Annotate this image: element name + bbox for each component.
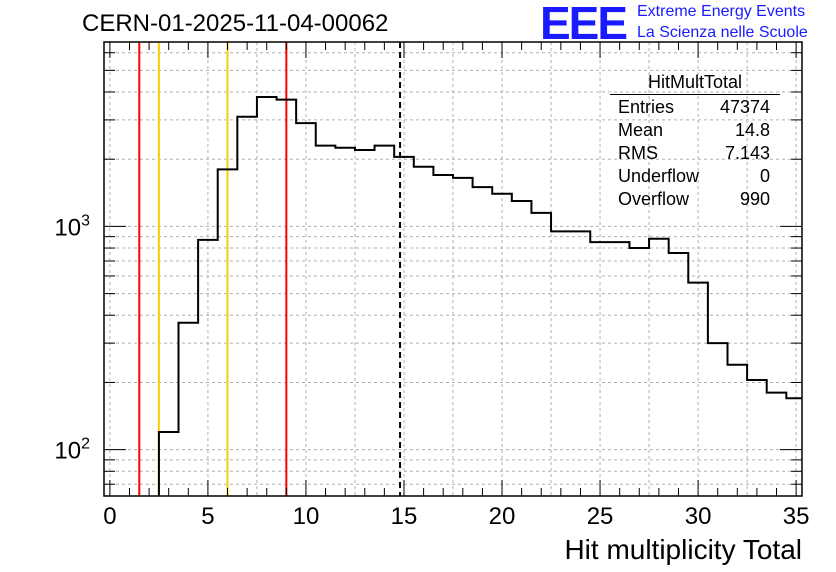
stats-value: 47374 — [719, 97, 770, 117]
stats-value: 7.143 — [724, 143, 770, 163]
histogram-line — [157, 95, 802, 496]
stats-row-entries: Entries 47374 — [610, 96, 780, 119]
stats-row-overflow: Overflow 990 — [610, 188, 780, 211]
axes — [103, 41, 803, 497]
grid-lines — [104, 42, 802, 496]
x-tick-label: 20 — [489, 503, 516, 530]
marker-lines — [138, 42, 402, 496]
x-tick-label: 35 — [783, 503, 810, 530]
stats-value: 0 — [759, 166, 770, 186]
logo-line-1: Extreme Energy Events — [637, 3, 806, 20]
stats-label: Mean — [618, 120, 664, 140]
tick-marks — [104, 42, 802, 496]
eee-logo: EEE — [540, 0, 628, 49]
y-tick-label: 103 — [54, 212, 90, 241]
stats-box: HitMultTotal Entries 47374 Mean 14.8 RMS… — [610, 72, 780, 211]
histogram-series — [157, 95, 802, 496]
stats-title: HitMultTotal — [610, 72, 780, 95]
x-tick-label: 10 — [293, 503, 320, 530]
stats-label: RMS — [618, 143, 658, 163]
x-tick-label: 0 — [103, 503, 116, 530]
tick-labels: 0 5 10 15 20 25 30 35 102 103 — [54, 212, 809, 530]
x-tick-label: 5 — [201, 503, 214, 530]
stats-label: Overflow — [618, 189, 690, 209]
stats-value: 14.8 — [734, 120, 770, 140]
y-tick-label: 102 — [54, 436, 90, 465]
x-axis-label: Hit multiplicity Total — [564, 534, 802, 565]
stats-row-rms: RMS 7.143 — [610, 142, 780, 165]
stats-label: Entries — [618, 97, 675, 117]
stats-label: Underflow — [618, 166, 700, 186]
stats-row-mean: Mean 14.8 — [610, 119, 780, 142]
x-tick-label: 30 — [685, 503, 712, 530]
x-tick-label: 15 — [391, 503, 418, 530]
x-tick-label: 25 — [587, 503, 614, 530]
stats-row-underflow: Underflow 0 — [610, 165, 780, 188]
plot-frame — [103, 41, 803, 497]
stats-value: 990 — [739, 189, 770, 209]
page-title: CERN-01-2025-11-04-00062 — [82, 10, 389, 37]
logo-line-2: La Scienza nelle Scuole — [637, 24, 808, 41]
